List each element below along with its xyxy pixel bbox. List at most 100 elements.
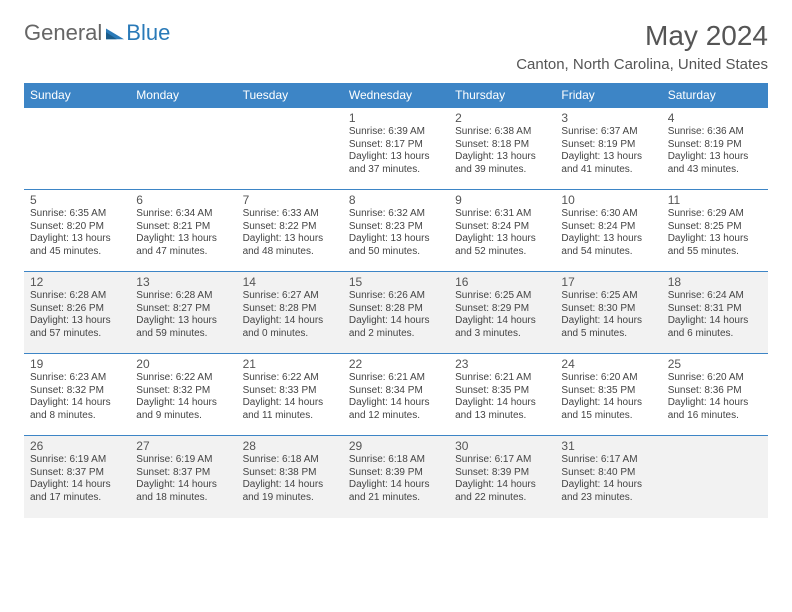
day-number: 7 xyxy=(243,193,337,207)
calendar-cell: 18Sunrise: 6:24 AMSunset: 8:31 PMDayligh… xyxy=(662,272,768,354)
calendar-cell: 28Sunrise: 6:18 AMSunset: 8:38 PMDayligh… xyxy=(237,436,343,518)
day-number: 14 xyxy=(243,275,337,289)
day-detail: Sunrise: 6:20 AMSunset: 8:36 PMDaylight:… xyxy=(668,372,762,422)
calendar-cell: 17Sunrise: 6:25 AMSunset: 8:30 PMDayligh… xyxy=(555,272,661,354)
day-number: 11 xyxy=(668,193,762,207)
calendar-cell: 6Sunrise: 6:34 AMSunset: 8:21 PMDaylight… xyxy=(130,190,236,272)
day-header: Friday xyxy=(555,83,661,108)
calendar-week-row: 5Sunrise: 6:35 AMSunset: 8:20 PMDaylight… xyxy=(24,190,768,272)
day-detail: Sunrise: 6:30 AMSunset: 8:24 PMDaylight:… xyxy=(561,208,655,258)
calendar-cell: 24Sunrise: 6:20 AMSunset: 8:35 PMDayligh… xyxy=(555,354,661,436)
day-header: Wednesday xyxy=(343,83,449,108)
calendar-week-row: 26Sunrise: 6:19 AMSunset: 8:37 PMDayligh… xyxy=(24,436,768,518)
day-number: 26 xyxy=(30,439,124,453)
day-detail: Sunrise: 6:23 AMSunset: 8:32 PMDaylight:… xyxy=(30,372,124,422)
day-number: 22 xyxy=(349,357,443,371)
day-number: 19 xyxy=(30,357,124,371)
calendar-week-row: 1Sunrise: 6:39 AMSunset: 8:17 PMDaylight… xyxy=(24,108,768,190)
day-detail: Sunrise: 6:25 AMSunset: 8:29 PMDaylight:… xyxy=(455,290,549,340)
day-number: 18 xyxy=(668,275,762,289)
day-number: 31 xyxy=(561,439,655,453)
day-number: 29 xyxy=(349,439,443,453)
day-detail: Sunrise: 6:18 AMSunset: 8:38 PMDaylight:… xyxy=(243,454,337,504)
calendar-cell: 31Sunrise: 6:17 AMSunset: 8:40 PMDayligh… xyxy=(555,436,661,518)
day-header: Saturday xyxy=(662,83,768,108)
day-number: 10 xyxy=(561,193,655,207)
calendar-cell: 21Sunrise: 6:22 AMSunset: 8:33 PMDayligh… xyxy=(237,354,343,436)
day-number: 28 xyxy=(243,439,337,453)
calendar-cell: 29Sunrise: 6:18 AMSunset: 8:39 PMDayligh… xyxy=(343,436,449,518)
calendar-cell: 27Sunrise: 6:19 AMSunset: 8:37 PMDayligh… xyxy=(130,436,236,518)
calendar-cell xyxy=(130,108,236,190)
month-title: May 2024 xyxy=(516,20,768,52)
day-detail: Sunrise: 6:19 AMSunset: 8:37 PMDaylight:… xyxy=(136,454,230,504)
day-detail: Sunrise: 6:39 AMSunset: 8:17 PMDaylight:… xyxy=(349,126,443,176)
day-detail: Sunrise: 6:35 AMSunset: 8:20 PMDaylight:… xyxy=(30,208,124,258)
day-number: 5 xyxy=(30,193,124,207)
day-detail: Sunrise: 6:31 AMSunset: 8:24 PMDaylight:… xyxy=(455,208,549,258)
day-number: 17 xyxy=(561,275,655,289)
calendar-cell: 15Sunrise: 6:26 AMSunset: 8:28 PMDayligh… xyxy=(343,272,449,354)
day-detail: Sunrise: 6:36 AMSunset: 8:19 PMDaylight:… xyxy=(668,126,762,176)
calendar-cell: 14Sunrise: 6:27 AMSunset: 8:28 PMDayligh… xyxy=(237,272,343,354)
calendar-cell: 12Sunrise: 6:28 AMSunset: 8:26 PMDayligh… xyxy=(24,272,130,354)
day-number: 25 xyxy=(668,357,762,371)
day-detail: Sunrise: 6:21 AMSunset: 8:34 PMDaylight:… xyxy=(349,372,443,422)
calendar-cell: 13Sunrise: 6:28 AMSunset: 8:27 PMDayligh… xyxy=(130,272,236,354)
logo-text-blue: Blue xyxy=(126,20,170,46)
day-number: 23 xyxy=(455,357,549,371)
calendar-cell: 26Sunrise: 6:19 AMSunset: 8:37 PMDayligh… xyxy=(24,436,130,518)
day-detail: Sunrise: 6:24 AMSunset: 8:31 PMDaylight:… xyxy=(668,290,762,340)
calendar-cell: 1Sunrise: 6:39 AMSunset: 8:17 PMDaylight… xyxy=(343,108,449,190)
day-header: Sunday xyxy=(24,83,130,108)
day-header: Tuesday xyxy=(237,83,343,108)
calendar-cell xyxy=(237,108,343,190)
day-detail: Sunrise: 6:37 AMSunset: 8:19 PMDaylight:… xyxy=(561,126,655,176)
day-detail: Sunrise: 6:33 AMSunset: 8:22 PMDaylight:… xyxy=(243,208,337,258)
calendar-week-row: 19Sunrise: 6:23 AMSunset: 8:32 PMDayligh… xyxy=(24,354,768,436)
day-number: 15 xyxy=(349,275,443,289)
day-number: 2 xyxy=(455,111,549,125)
location-text: Canton, North Carolina, United States xyxy=(516,56,768,73)
day-number: 3 xyxy=(561,111,655,125)
calendar-cell: 5Sunrise: 6:35 AMSunset: 8:20 PMDaylight… xyxy=(24,190,130,272)
day-detail: Sunrise: 6:28 AMSunset: 8:26 PMDaylight:… xyxy=(30,290,124,340)
brand-logo: General Blue xyxy=(24,20,170,46)
day-detail: Sunrise: 6:38 AMSunset: 8:18 PMDaylight:… xyxy=(455,126,549,176)
day-detail: Sunrise: 6:27 AMSunset: 8:28 PMDaylight:… xyxy=(243,290,337,340)
day-detail: Sunrise: 6:34 AMSunset: 8:21 PMDaylight:… xyxy=(136,208,230,258)
day-number: 1 xyxy=(349,111,443,125)
day-header-row: SundayMondayTuesdayWednesdayThursdayFrid… xyxy=(24,83,768,108)
day-detail: Sunrise: 6:21 AMSunset: 8:35 PMDaylight:… xyxy=(455,372,549,422)
day-detail: Sunrise: 6:25 AMSunset: 8:30 PMDaylight:… xyxy=(561,290,655,340)
calendar-cell: 3Sunrise: 6:37 AMSunset: 8:19 PMDaylight… xyxy=(555,108,661,190)
calendar-cell: 9Sunrise: 6:31 AMSunset: 8:24 PMDaylight… xyxy=(449,190,555,272)
calendar-week-row: 12Sunrise: 6:28 AMSunset: 8:26 PMDayligh… xyxy=(24,272,768,354)
logo-text-general: General xyxy=(24,20,102,46)
day-number: 6 xyxy=(136,193,230,207)
calendar-cell xyxy=(24,108,130,190)
day-number: 16 xyxy=(455,275,549,289)
calendar-table: SundayMondayTuesdayWednesdayThursdayFrid… xyxy=(24,83,768,518)
calendar-cell: 4Sunrise: 6:36 AMSunset: 8:19 PMDaylight… xyxy=(662,108,768,190)
day-number: 27 xyxy=(136,439,230,453)
calendar-cell: 30Sunrise: 6:17 AMSunset: 8:39 PMDayligh… xyxy=(449,436,555,518)
calendar-cell: 25Sunrise: 6:20 AMSunset: 8:36 PMDayligh… xyxy=(662,354,768,436)
calendar-cell: 23Sunrise: 6:21 AMSunset: 8:35 PMDayligh… xyxy=(449,354,555,436)
day-detail: Sunrise: 6:17 AMSunset: 8:40 PMDaylight:… xyxy=(561,454,655,504)
calendar-cell: 2Sunrise: 6:38 AMSunset: 8:18 PMDaylight… xyxy=(449,108,555,190)
day-number: 9 xyxy=(455,193,549,207)
calendar-cell: 19Sunrise: 6:23 AMSunset: 8:32 PMDayligh… xyxy=(24,354,130,436)
day-header: Monday xyxy=(130,83,236,108)
day-detail: Sunrise: 6:19 AMSunset: 8:37 PMDaylight:… xyxy=(30,454,124,504)
day-number: 8 xyxy=(349,193,443,207)
day-detail: Sunrise: 6:26 AMSunset: 8:28 PMDaylight:… xyxy=(349,290,443,340)
day-number: 13 xyxy=(136,275,230,289)
calendar-cell: 11Sunrise: 6:29 AMSunset: 8:25 PMDayligh… xyxy=(662,190,768,272)
calendar-cell: 20Sunrise: 6:22 AMSunset: 8:32 PMDayligh… xyxy=(130,354,236,436)
day-detail: Sunrise: 6:22 AMSunset: 8:32 PMDaylight:… xyxy=(136,372,230,422)
day-header: Thursday xyxy=(449,83,555,108)
day-detail: Sunrise: 6:29 AMSunset: 8:25 PMDaylight:… xyxy=(668,208,762,258)
day-detail: Sunrise: 6:18 AMSunset: 8:39 PMDaylight:… xyxy=(349,454,443,504)
calendar-cell: 7Sunrise: 6:33 AMSunset: 8:22 PMDaylight… xyxy=(237,190,343,272)
